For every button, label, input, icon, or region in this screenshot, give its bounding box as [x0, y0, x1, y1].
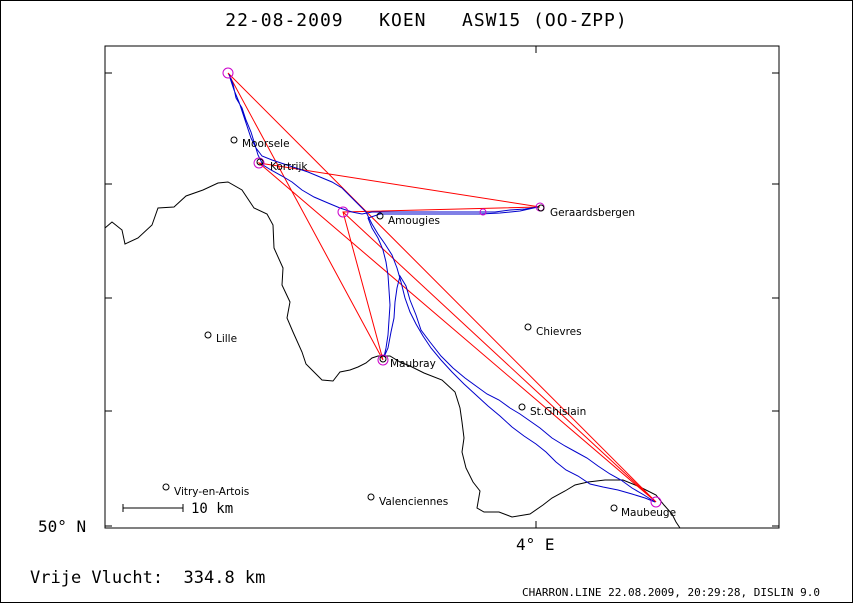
place-label-valenciennes: Valenciennes [379, 496, 448, 508]
place-dot [230, 136, 238, 144]
place-label-st-ghislain: St.Ghislain [530, 406, 586, 418]
flight-track [228, 73, 656, 503]
place-dot [518, 403, 526, 411]
turnpoint-maubray [377, 354, 389, 366]
turnpoint-kortrijk [253, 157, 265, 169]
place-label-moorsele: Moorsele [242, 138, 290, 150]
place-label-geraardsbergen: Geraardsbergen [550, 207, 635, 219]
place-label-maubray: Maubray [390, 358, 436, 370]
task-leg [342, 211, 657, 503]
place-label-chievres: Chievres [536, 326, 582, 338]
axis-ticks [105, 46, 779, 528]
place-dot [524, 323, 532, 331]
place-dot [162, 483, 170, 491]
place-label-amougies: Amougies [388, 215, 440, 227]
place-markers [162, 136, 618, 512]
place-label-maubeuge: Maubeuge [621, 507, 676, 519]
scale-bar [122, 504, 184, 512]
place-dot [379, 355, 387, 363]
place-dot [204, 331, 212, 339]
turnpoint-amougies [337, 206, 349, 218]
longitude-label: 4° E [516, 535, 555, 554]
turnpoint-start [222, 67, 234, 79]
place-dot [367, 493, 375, 501]
place-dot [610, 504, 618, 512]
turnpoint-small [479, 208, 487, 216]
footer-info: CHARRON.LINE 22.08.2009, 20:29:28, DISLI… [521, 586, 820, 599]
place-label-lille: Lille [216, 333, 237, 345]
place-dot [256, 158, 264, 166]
latitude-label: 50° N [38, 517, 87, 536]
place-dot [376, 212, 384, 220]
map-border [104, 45, 780, 529]
country-border [104, 181, 681, 529]
flight-title: 22-08-2009 KOEN ASW15 (OO-ZPP) [225, 10, 628, 31]
place-label-vitry-en-artois: Vitry-en-Artois [174, 486, 249, 498]
scale-bar-label: 10 km [191, 501, 233, 517]
turnpoint-maubeuge [650, 496, 662, 508]
task-route [227, 72, 657, 503]
place-label-kortrijk: Kortrijk [270, 161, 308, 173]
place-dot [537, 204, 545, 212]
free-flight-distance: Vrije Vlucht: 334.8 km [30, 568, 266, 588]
